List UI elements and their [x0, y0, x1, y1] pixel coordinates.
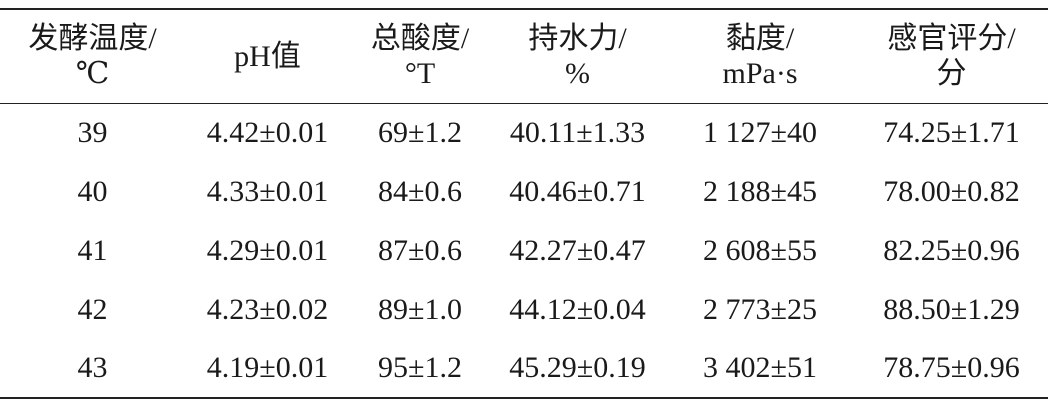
header-text: 发酵温度/ — [28, 22, 157, 56]
table-row: 41 4.29±0.01 87±0.6 42.27±0.47 2 608±55 82.25… — [0, 221, 1048, 280]
header-text: pH值 — [234, 39, 301, 73]
table-cell: 78.75±0.96 — [883, 351, 1020, 384]
table-cell: 39 — [77, 115, 108, 149]
table-cell: 2 608±55 — [703, 233, 817, 267]
table-cell: 4.23±0.02 — [206, 292, 329, 326]
header-cell: pH值 — [185, 9, 350, 103]
table-cell: 42.27±0.47 — [509, 233, 646, 267]
header-text: 分 — [936, 57, 967, 91]
header-text: 感官评分/ — [887, 22, 1016, 56]
table-cell: 89±1.0 — [378, 292, 462, 326]
table-cell: 4.33±0.01 — [206, 174, 329, 208]
header-cell: 感官评分/分 — [855, 9, 1048, 103]
header-text: ℃ — [75, 57, 110, 91]
table-cell: 43 — [77, 351, 108, 384]
header-text: °T — [404, 57, 436, 91]
table-cell: 45.29±0.19 — [509, 351, 646, 384]
table-cell: 40.11±1.33 — [509, 115, 646, 149]
table-row: 43 4.19±0.01 95±1.2 45.29±0.19 3 402±51 78.75… — [0, 339, 1048, 398]
table-cell: 78.00±0.82 — [883, 174, 1020, 208]
header-cell: 总酸度/°T — [350, 9, 490, 103]
header-cell: 黏度/mPa·s — [665, 9, 855, 103]
table-cell: 4.29±0.01 — [206, 233, 329, 267]
header-row: 发酵温度/℃ pH值 总酸度/°T 持水力/% 黏度/mPa·s 感官评分/分 — [0, 9, 1048, 103]
table-row: 42 4.23±0.02 89±1.0 44.12±0.04 2 773±25 88.50… — [0, 280, 1048, 339]
table-cell: 4.19±0.01 — [206, 351, 329, 384]
header-text: 黏度/ — [725, 22, 795, 56]
table-cell: 40.46±0.71 — [509, 174, 646, 208]
table-row: 39 4.42±0.01 69±1.2 40.11±1.33 1 127±40 74.25… — [0, 103, 1048, 162]
header-text: % — [565, 57, 590, 91]
table-cell: 1 127±40 — [703, 115, 817, 149]
table-row: 40 4.33±0.01 84±0.6 40.46±0.71 2 188±45 78.00… — [0, 162, 1048, 221]
table-cell: 84±0.6 — [378, 174, 462, 208]
header-text: 持水力/ — [528, 22, 627, 56]
header-cell: 持水力/% — [490, 9, 665, 103]
header-cell: 发酵温度/℃ — [0, 9, 185, 103]
header-text: mPa·s — [722, 57, 798, 91]
table-cell: 82.25±0.96 — [883, 233, 1020, 267]
table-cell: 87±0.6 — [378, 233, 462, 267]
table-cell: 3 402±51 — [703, 351, 817, 384]
table-cell: 88.50±1.29 — [883, 292, 1020, 326]
table-cell: 74.25±1.71 — [883, 115, 1020, 149]
table-cell: 40 — [77, 174, 108, 208]
table-cell: 2 773±25 — [703, 292, 817, 326]
table-cell: 4.42±0.01 — [206, 115, 329, 149]
data-table: 发酵温度/℃ pH值 总酸度/°T 持水力/% 黏度/mPa·s 感官评分/分 39 4.4… — [0, 8, 1048, 399]
header-text: 总酸度/ — [370, 22, 470, 56]
table-cell: 95±1.2 — [378, 351, 462, 384]
table-header: 发酵温度/℃ pH值 总酸度/°T 持水力/% 黏度/mPa·s 感官评分/分 — [0, 9, 1048, 103]
table-body: 39 4.42±0.01 69±1.2 40.11±1.33 1 127±40 74.25… — [0, 103, 1048, 398]
table-cell: 42 — [77, 292, 108, 326]
table-cell: 41 — [77, 233, 108, 267]
table-cell: 44.12±0.04 — [509, 292, 646, 326]
table-cell: 2 188±45 — [703, 174, 817, 208]
table-cell: 69±1.2 — [378, 115, 462, 149]
